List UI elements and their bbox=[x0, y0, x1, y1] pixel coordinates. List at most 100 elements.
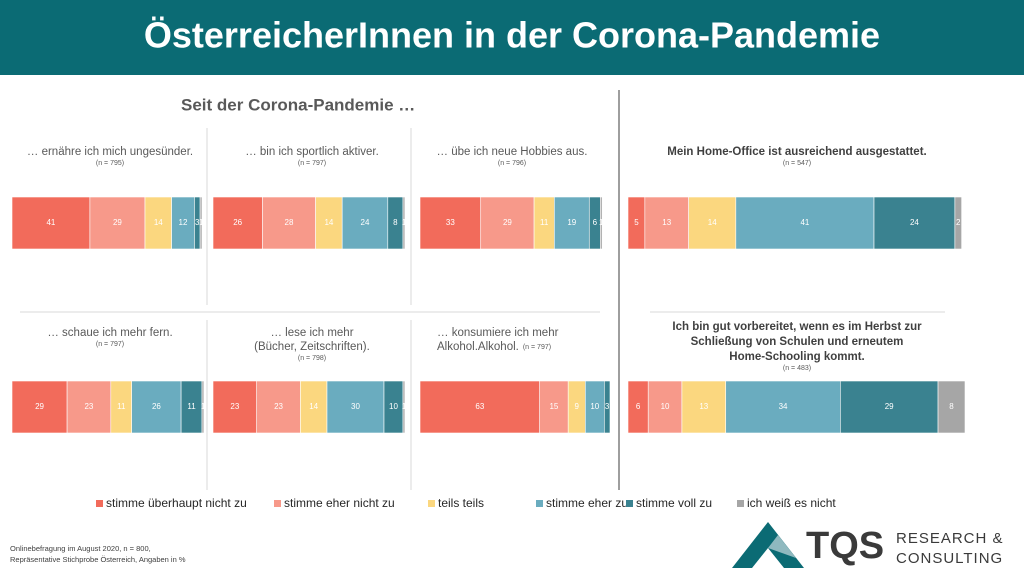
data-label: 14 bbox=[154, 218, 163, 227]
chart-title: Alkohol.Alkohol. (n = 797) bbox=[437, 341, 551, 353]
data-label: 13 bbox=[699, 402, 708, 411]
data-label: 23 bbox=[84, 402, 93, 411]
logo-triangle-inner bbox=[752, 548, 784, 568]
data-label: 41 bbox=[46, 218, 55, 227]
bar-segment bbox=[199, 196, 203, 250]
bar-segment bbox=[326, 380, 385, 434]
sample-size: (n = 547) bbox=[783, 160, 811, 167]
data-label: 2 bbox=[956, 218, 961, 227]
bar-segment bbox=[66, 380, 112, 434]
bar-segment bbox=[11, 380, 68, 434]
legend-swatch bbox=[428, 500, 435, 507]
bar-segment bbox=[954, 196, 962, 250]
data-label: 26 bbox=[233, 218, 242, 227]
bar-segment bbox=[131, 380, 182, 434]
bar-segment bbox=[840, 380, 939, 434]
chart-title: … ernähre ich mich ungesünder. bbox=[27, 146, 193, 158]
bar-segment bbox=[89, 196, 146, 250]
chart-title: Ich bin gut vorbereitet, wenn es im Herb… bbox=[672, 321, 922, 333]
bar-segment bbox=[480, 196, 535, 250]
footnote: Onlinebefragung im August 2020, n = 800, bbox=[10, 544, 151, 553]
data-label: 8 bbox=[393, 218, 398, 227]
logo-accent bbox=[768, 535, 796, 558]
chart-title: … konsumiere ich mehr bbox=[437, 327, 559, 339]
data-label: 1 bbox=[201, 402, 206, 411]
data-label: 11 bbox=[117, 402, 126, 411]
chart-title: Schließung von Schulen und erneutem bbox=[691, 336, 904, 348]
chart-title: … übe ich neue Hobbies aus. bbox=[437, 146, 588, 158]
bar-segment bbox=[688, 196, 737, 250]
bar-segment bbox=[600, 196, 603, 250]
legend-swatch bbox=[274, 500, 281, 507]
data-label: 6 bbox=[636, 402, 641, 411]
data-label: 8 bbox=[949, 402, 954, 411]
data-label: 6 bbox=[593, 218, 598, 227]
bar-segment bbox=[341, 196, 389, 250]
sample-size: (n = 798) bbox=[298, 355, 326, 362]
sample-size: (n = 797) bbox=[523, 344, 551, 351]
data-label: 24 bbox=[361, 218, 370, 227]
sample-size: (n = 795) bbox=[96, 160, 124, 167]
bar-segment bbox=[402, 380, 406, 434]
data-label: 14 bbox=[708, 218, 717, 227]
chart-title: … bin ich sportlich aktiver. bbox=[245, 146, 379, 158]
bar-segment bbox=[644, 196, 689, 250]
data-label: 30 bbox=[351, 402, 360, 411]
data-label: 1 bbox=[599, 218, 604, 227]
chart-title: (Bücher, Zeitschriften). bbox=[254, 341, 370, 353]
data-label: 34 bbox=[779, 402, 788, 411]
bar-segment bbox=[144, 196, 172, 250]
data-label: 9 bbox=[575, 402, 580, 411]
data-label: 1 bbox=[402, 402, 407, 411]
chart-title-line: Alkohol. bbox=[478, 341, 519, 353]
legend-swatch bbox=[737, 500, 744, 507]
data-label: 10 bbox=[661, 402, 670, 411]
data-label: 41 bbox=[800, 218, 809, 227]
data-label: 33 bbox=[446, 218, 455, 227]
logo: TQS RESEARCH & CONSULTING bbox=[732, 522, 1003, 568]
data-label: 10 bbox=[389, 402, 398, 411]
data-label: 14 bbox=[324, 218, 333, 227]
logo-triangle bbox=[732, 522, 804, 568]
bar-segment bbox=[735, 196, 875, 250]
data-label: 14 bbox=[309, 402, 318, 411]
sample-size: (n = 797) bbox=[298, 160, 326, 167]
chart-title: … lese ich mehr bbox=[270, 327, 353, 339]
section-title: Seit der Corona-Pandemie … bbox=[181, 95, 415, 114]
data-label: 5 bbox=[634, 218, 639, 227]
chart-title: Home-Schooling kommt. bbox=[729, 351, 864, 363]
data-label: 13 bbox=[662, 218, 671, 227]
sample-size: (n = 796) bbox=[498, 160, 526, 167]
bar-segment bbox=[873, 196, 956, 250]
data-label: 63 bbox=[475, 402, 484, 411]
data-label: 11 bbox=[187, 402, 196, 411]
footnote: Repräsentative Stichprobe Österreich, An… bbox=[10, 555, 186, 564]
legend-label: stimme voll zu bbox=[636, 496, 712, 510]
data-label: 29 bbox=[503, 218, 512, 227]
data-label: 1 bbox=[402, 218, 407, 227]
bar-segment bbox=[262, 196, 316, 250]
data-label: 29 bbox=[885, 402, 894, 411]
bar-segment bbox=[419, 196, 482, 250]
bar-segment bbox=[11, 196, 91, 250]
legend-label: stimme eher zu bbox=[546, 496, 628, 510]
header-band bbox=[0, 0, 1024, 75]
data-label: 12 bbox=[179, 218, 188, 227]
data-label: 28 bbox=[285, 218, 294, 227]
data-label: 11 bbox=[540, 218, 549, 227]
data-label: 10 bbox=[590, 402, 599, 411]
header-title: ÖsterreicherInnen in der Corona-Pandemie bbox=[144, 15, 880, 56]
data-label: 15 bbox=[549, 402, 558, 411]
data-label: 29 bbox=[113, 218, 122, 227]
bar-segment bbox=[256, 380, 301, 434]
data-label: 19 bbox=[567, 218, 576, 227]
data-label: 23 bbox=[274, 402, 283, 411]
sample-size: (n = 797) bbox=[96, 341, 124, 348]
legend-label: teils teils bbox=[438, 496, 484, 510]
chart-title: Mein Home-Office ist ausreichend ausgest… bbox=[667, 146, 926, 158]
bar-segment bbox=[212, 196, 263, 250]
data-label: 24 bbox=[910, 218, 919, 227]
data-label: 3 bbox=[605, 402, 610, 411]
bar-segment bbox=[681, 380, 727, 434]
